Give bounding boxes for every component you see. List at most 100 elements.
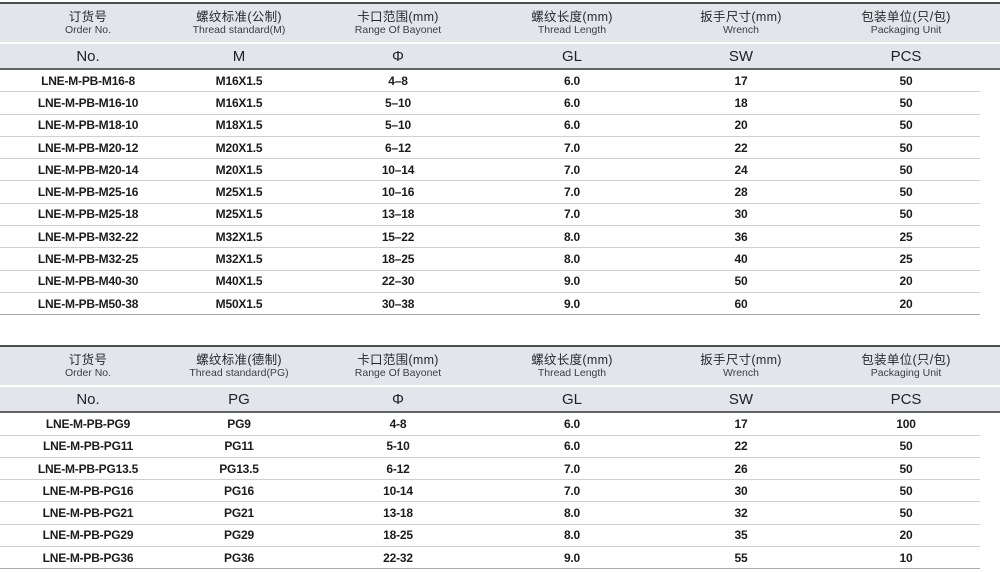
table-cell: M16X1.5	[215, 73, 263, 88]
column-label-cn: 包装单位(只/包)	[861, 9, 951, 24]
column-header: 扳手尺寸(mm) Wrench	[650, 353, 832, 380]
table-cell: M18X1.5	[215, 118, 263, 133]
column-header: 包装单位(只/包) Packaging Unit	[832, 353, 980, 380]
table-row: LNE-M-PB-PG16 PG16 10-14 7.0 30 50	[0, 480, 980, 503]
header-separator	[0, 385, 1000, 388]
table-cell: 20	[899, 528, 913, 543]
column-header: 订货号 Order No.	[0, 353, 176, 380]
table-cell: M20X1.5	[215, 140, 263, 155]
column-label-en: Thread Length	[537, 367, 607, 380]
table-cell: 4–8	[388, 73, 408, 88]
table-cell: 17	[734, 73, 748, 88]
table-cell: 6–12	[385, 140, 411, 155]
table-row: LNE-M-PB-M32-22 M32X1.5 15–22 8.0 36 25	[0, 226, 980, 249]
table-row: LNE-M-PB-PG11 PG11 5-10 6.0 22 50	[0, 436, 980, 458]
column-symbol: PCS	[890, 47, 922, 65]
table-body: LNE-M-PB-M16-8 M16X1.5 4–8 6.0 17 50 LNE-M-PB-…	[0, 70, 1000, 316]
table-cell: 32	[734, 506, 748, 521]
table-cell: PG11	[224, 439, 254, 454]
table-row: LNE-M-PB-M20-12 M20X1.5 6–12 7.0 22 50	[0, 137, 980, 160]
table-cell: 8.0	[563, 506, 581, 521]
table-cell: LNE-M-PB-PG36	[42, 550, 134, 565]
table-cell: 28	[734, 185, 748, 200]
table-cell: 13–18	[381, 207, 415, 222]
table-cell: 10–16	[381, 185, 415, 200]
table-cell: 60	[734, 296, 748, 311]
table-cell: 40	[734, 252, 748, 267]
header-labels: 订货号 Order No. 螺纹标准(德制) Thread standard(PG) 卡…	[0, 347, 980, 385]
table-body: LNE-M-PB-PG9 PG9 4-8 6.0 17 100 LNE-M-PB-PG11 P…	[0, 413, 1000, 570]
table-cell: 22	[734, 439, 748, 454]
table-cell: 5–10	[385, 118, 411, 133]
table-cell: 6.0	[563, 439, 581, 454]
table-cell: 10	[899, 550, 913, 565]
column-header: 扳手尺寸(mm) Wrench	[650, 10, 832, 37]
table-cell: LNE-M-PB-M25-18	[37, 207, 139, 222]
column-label-en: Packaging Unit	[870, 23, 942, 36]
table-cell: 10–14	[381, 162, 415, 177]
table-cell: 8.0	[563, 229, 581, 244]
table-cell: 50	[899, 73, 913, 88]
table-cell: LNE-M-PB-PG16	[42, 483, 134, 498]
table-row: LNE-M-PB-M16-10 M16X1.5 5–10 6.0 18 50	[0, 92, 980, 115]
table-cell: 50	[899, 185, 913, 200]
table-row: LNE-M-PB-PG29 PG29 18-25 8.0 35 20	[0, 525, 980, 548]
column-label-cn: 订货号	[68, 352, 108, 367]
table-cell: 18–25	[381, 252, 415, 267]
header-symbols: No. M Φ GL SW PCS	[0, 44, 980, 68]
table-cell: 15–22	[381, 229, 415, 244]
table-cell: 17	[734, 416, 748, 431]
table-row: LNE-M-PB-PG9 PG9 4-8 6.0 17 100	[0, 413, 980, 436]
table-cell: 50	[899, 162, 913, 177]
column-symbol: SW	[728, 390, 754, 408]
column-symbol: PCS	[890, 390, 922, 408]
table-cell: M50X1.5	[215, 296, 263, 311]
metric-table-header: 订货号 Order No. 螺纹标准(公制) Thread standard(M) 卡口…	[0, 4, 1000, 70]
table-cell: LNE-M-PB-M25-16	[37, 185, 139, 200]
table-cell: LNE-M-PB-PG29	[42, 528, 134, 543]
table-cell: 30–38	[381, 296, 415, 311]
table-row: LNE-M-PB-M50-38 M50X1.5 30–38 9.0 60 20	[0, 293, 980, 316]
table-cell: PG36	[224, 550, 254, 565]
column-symbol: GL	[561, 47, 582, 65]
table-cell: 25	[899, 229, 913, 244]
table-row: LNE-M-PB-PG13.5 PG13.5 6-12 7.0 26 50	[0, 458, 980, 481]
column-label-cn: 包装单位(只/包)	[861, 352, 951, 367]
table-cell: 50	[899, 461, 913, 476]
table-cell: 20	[899, 296, 913, 311]
column-label-cn: 卡口范围(mm)	[357, 9, 439, 24]
column-header: 螺纹标准(德制) Thread standard(PG)	[176, 353, 302, 380]
table-cell: M20X1.5	[215, 162, 263, 177]
table-cell: PG21	[224, 506, 254, 521]
table-cell: M40X1.5	[215, 274, 263, 289]
column-label-en: Range Of Bayonet	[354, 23, 442, 36]
table-cell: M16X1.5	[215, 95, 263, 110]
table-cell: PG29	[224, 528, 254, 543]
table-cell: 9.0	[563, 274, 581, 289]
table-cell: PG16	[224, 483, 254, 498]
table-cell: 9.0	[563, 296, 581, 311]
column-symbol: PG	[228, 390, 250, 408]
column-header: 螺纹标准(公制) Thread standard(M)	[176, 10, 302, 37]
table-cell: 8.0	[563, 252, 581, 267]
table-cell: 30	[734, 207, 748, 222]
table-cell: 13-18	[383, 506, 413, 521]
table-row: LNE-M-PB-M25-16 M25X1.5 10–16 7.0 28 50	[0, 181, 980, 204]
column-label-cn: 扳手尺寸(mm)	[700, 9, 782, 24]
header-separator	[0, 42, 1000, 44]
table-cell: M25X1.5	[215, 207, 263, 222]
column-header: 包装单位(只/包) Packaging Unit	[832, 10, 980, 37]
table-cell: 50	[899, 439, 913, 454]
table-cell: 35	[734, 528, 748, 543]
table-cell: 36	[734, 229, 748, 244]
table-cell: 50	[899, 506, 913, 521]
table-cell: 25	[899, 252, 913, 267]
column-symbol: No.	[76, 390, 100, 408]
header-labels: 订货号 Order No. 螺纹标准(公制) Thread standard(M) 卡口…	[0, 4, 980, 42]
metric-thread-table: 订货号 Order No. 螺纹标准(公制) Thread standard(M) 卡口…	[0, 2, 1000, 316]
table-cell: LNE-M-PB-PG9	[45, 416, 131, 431]
table-cell: 22–30	[381, 274, 415, 289]
table-cell: 7.0	[563, 461, 581, 476]
table-cell: 24	[734, 162, 748, 177]
